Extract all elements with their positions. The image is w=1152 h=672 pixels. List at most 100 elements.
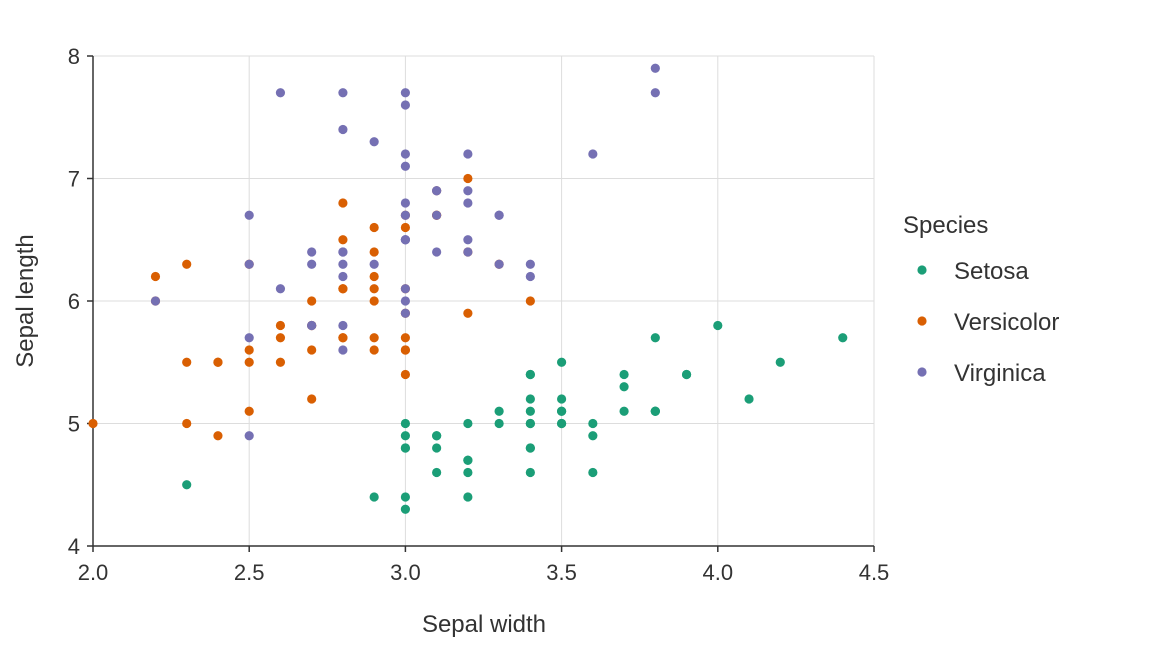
y-tick-label: 8 <box>68 44 80 69</box>
x-tick-label: 2.5 <box>234 560 265 585</box>
point-virginica <box>369 137 379 147</box>
point-setosa <box>432 443 442 453</box>
point-versicolor <box>369 247 379 257</box>
data-points <box>88 63 848 514</box>
point-virginica <box>463 198 473 208</box>
point-virginica <box>307 259 317 269</box>
point-versicolor <box>307 296 317 306</box>
point-setosa <box>432 431 442 441</box>
point-versicolor <box>182 259 192 269</box>
point-setosa <box>400 431 410 441</box>
point-setosa <box>400 418 410 429</box>
point-virginica <box>307 247 317 257</box>
x-tick-label: 3.0 <box>390 560 421 585</box>
point-versicolor <box>463 308 473 318</box>
point-versicolor <box>369 296 379 306</box>
point-virginica <box>650 63 660 73</box>
point-versicolor <box>275 333 286 343</box>
point-virginica <box>244 210 254 220</box>
point-versicolor <box>463 173 473 184</box>
point-setosa <box>838 333 848 343</box>
point-virginica <box>275 88 286 98</box>
point-versicolor <box>213 357 223 367</box>
point-setosa <box>525 394 535 404</box>
point-versicolor <box>400 369 410 380</box>
legend: Species Setosa Versicolor Virginica <box>903 212 1059 387</box>
point-versicolor <box>369 333 379 343</box>
y-tick-label: 6 <box>68 289 80 314</box>
point-setosa <box>588 467 598 478</box>
point-setosa <box>619 406 629 416</box>
point-virginica <box>494 259 504 269</box>
point-setosa <box>525 369 535 380</box>
y-axis-title: Sepal length <box>12 234 39 367</box>
point-virginica <box>338 345 348 355</box>
point-virginica <box>400 308 410 318</box>
point-versicolor <box>182 418 192 429</box>
point-setosa <box>463 455 473 465</box>
point-setosa <box>744 394 754 404</box>
point-virginica <box>400 149 410 159</box>
point-virginica <box>463 149 473 159</box>
point-setosa <box>463 467 473 478</box>
legend-marker-versicolor <box>917 316 927 326</box>
point-virginica <box>400 100 410 110</box>
point-virginica <box>307 320 317 331</box>
point-setosa <box>525 418 535 429</box>
point-versicolor <box>525 296 535 306</box>
point-setosa <box>369 492 379 502</box>
point-setosa <box>557 357 567 367</box>
legend-marker-setosa <box>917 265 927 275</box>
point-setosa <box>463 418 473 429</box>
point-setosa <box>432 467 442 478</box>
point-setosa <box>400 504 410 514</box>
point-virginica <box>338 320 348 331</box>
point-versicolor <box>275 357 286 367</box>
point-versicolor <box>307 345 317 355</box>
x-axis-title: Sepal width <box>422 611 546 638</box>
point-setosa <box>619 369 629 380</box>
point-virginica <box>588 149 598 159</box>
point-virginica <box>244 333 254 343</box>
y-tick-label: 5 <box>68 412 80 437</box>
point-versicolor <box>369 222 379 233</box>
point-versicolor <box>275 320 286 331</box>
axes <box>87 55 875 552</box>
grid-lines <box>92 55 875 547</box>
point-virginica <box>244 431 254 441</box>
point-virginica <box>400 210 410 220</box>
point-virginica <box>244 259 254 269</box>
point-versicolor <box>244 357 254 367</box>
point-setosa <box>557 406 567 416</box>
legend-label-virginica: Virginica <box>954 360 1046 387</box>
point-virginica <box>338 124 348 135</box>
x-tick-label: 3.5 <box>546 560 577 585</box>
point-setosa <box>525 443 535 453</box>
point-versicolor <box>400 345 410 355</box>
point-versicolor <box>244 406 254 416</box>
point-virginica <box>338 247 348 257</box>
point-virginica <box>525 271 535 282</box>
point-virginica <box>338 88 348 98</box>
point-versicolor <box>369 271 379 282</box>
point-setosa <box>557 418 567 429</box>
point-versicolor <box>338 333 348 343</box>
point-versicolor <box>338 284 348 294</box>
point-virginica <box>275 284 286 294</box>
point-virginica <box>400 296 410 306</box>
legend-title: Species <box>903 212 988 239</box>
point-virginica <box>400 284 410 294</box>
y-tick-label: 7 <box>68 167 80 192</box>
point-virginica <box>432 186 442 196</box>
point-virginica <box>338 259 348 269</box>
tick-labels: 2.0 2.5 3.0 3.5 4.0 4.5 4 5 6 7 8 <box>68 44 890 585</box>
point-versicolor <box>369 345 379 355</box>
point-setosa <box>619 382 629 392</box>
point-versicolor <box>400 222 410 233</box>
point-virginica <box>525 259 535 269</box>
point-versicolor <box>369 284 379 294</box>
point-virginica <box>463 235 473 245</box>
point-setosa <box>182 480 192 490</box>
